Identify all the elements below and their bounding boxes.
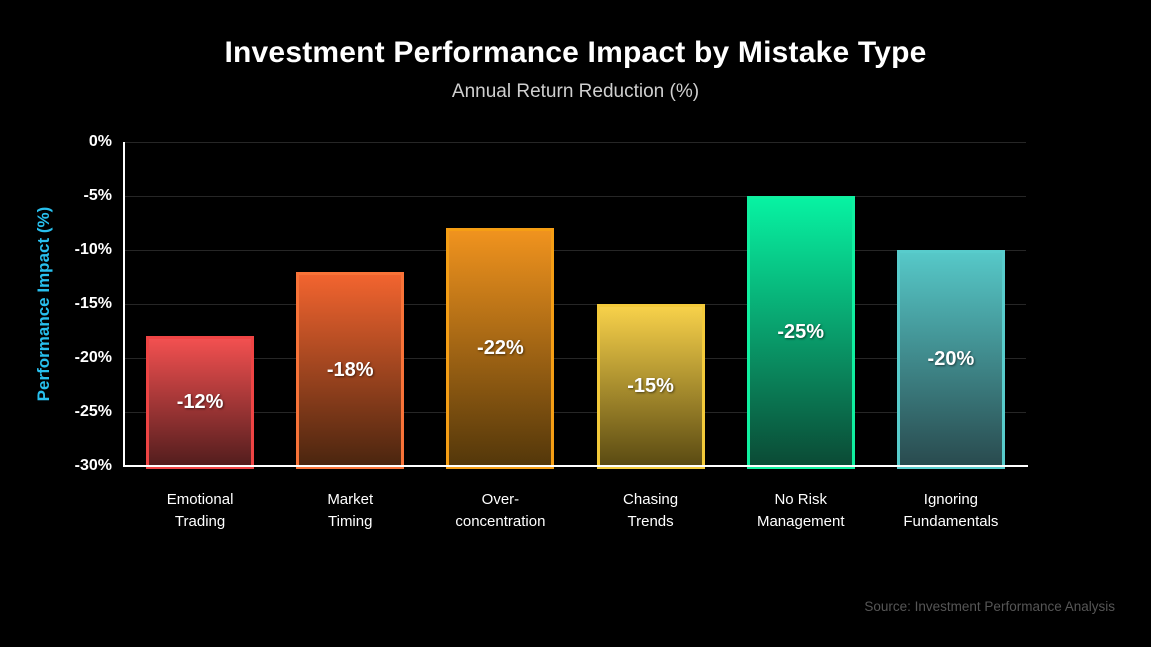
- x-category-label: Chasing Trends: [576, 489, 726, 533]
- y-tick-label: -30%: [74, 457, 112, 474]
- x-category-label-line: Timing: [328, 513, 373, 530]
- bar-value-label: -15%: [627, 375, 674, 397]
- y-tick-label: -15%: [74, 295, 112, 312]
- x-category-label-line: Management: [756, 513, 845, 530]
- y-tick-label: 0%: [88, 133, 112, 150]
- x-category-label-line: Fundamentals: [903, 513, 999, 530]
- y-axis-line: [123, 142, 125, 467]
- y-tick-label: -10%: [74, 241, 112, 258]
- gridline: [125, 250, 1026, 251]
- bar-emotional-trading: -12%: [146, 336, 255, 469]
- bar-chasing-trends: -15%: [596, 304, 705, 469]
- gridline: [125, 304, 1026, 305]
- y-tick-label: -5%: [83, 187, 112, 204]
- bar-value-label: -22%: [477, 337, 524, 360]
- x-category-label-line: Trading: [174, 513, 226, 530]
- x-category-label-line: Chasing: [623, 491, 679, 508]
- x-category-label-line: Ignoring: [923, 491, 979, 508]
- bar-value-label: -12%: [176, 391, 224, 414]
- x-category-label-line: concentration: [455, 513, 546, 530]
- gridline: [125, 412, 1026, 413]
- bar-value-label: -25%: [777, 321, 825, 343]
- bar-value-label: -18%: [326, 358, 374, 381]
- bar-over-concentration: -22%: [446, 228, 555, 469]
- chart-subtitle: Annual Return Reduction (%): [451, 81, 700, 102]
- y-tick-label: -25%: [74, 403, 112, 420]
- bar-ignoring-fundamentals: -20%: [896, 250, 1005, 469]
- x-category-label-line: Emotional: [166, 491, 234, 508]
- gridline: [125, 196, 1026, 197]
- gridline: [125, 142, 1026, 143]
- bar-market-timing: -18%: [296, 271, 405, 469]
- chart-title: Investment Performance Impact by Mistake…: [224, 36, 927, 69]
- x-category-label: Emotional Trading: [125, 489, 275, 533]
- bar-no-risk-management: -25%: [746, 196, 855, 469]
- bar-value-label: -20%: [927, 348, 975, 370]
- y-tick-label: -20%: [74, 349, 112, 366]
- x-axis-line: [123, 465, 1028, 467]
- x-category-label-line: Trends: [627, 513, 674, 530]
- x-category-label-line: No Risk: [774, 491, 827, 508]
- x-category-label: Over-concentration: [425, 489, 575, 533]
- gridline: [125, 358, 1026, 359]
- x-category-label: No Risk Management: [726, 489, 876, 533]
- source-note: Source: Investment Performance Analysis: [864, 599, 1115, 614]
- x-category-label-line: Market: [327, 491, 374, 508]
- x-category-label: Market Timing: [275, 489, 425, 533]
- x-category-label-line: Over-: [481, 491, 520, 508]
- x-category-label: Ignoring Fundamentals: [876, 489, 1026, 533]
